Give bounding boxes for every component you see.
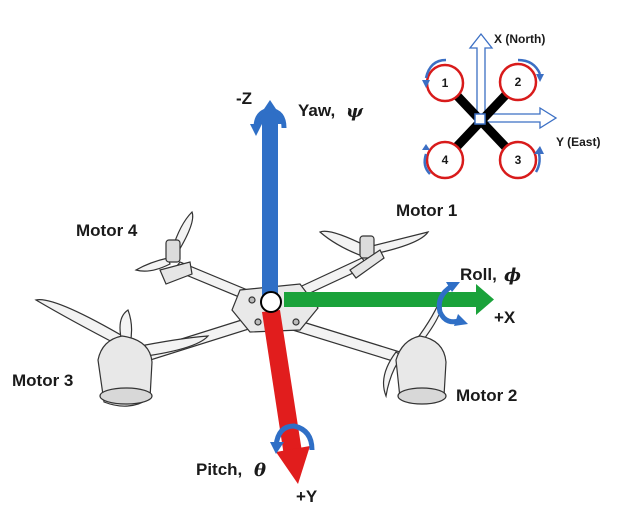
z-axis-shaft xyxy=(262,122,278,302)
rotor-3-number: 3 xyxy=(515,153,522,167)
roll-rotation-arrow xyxy=(436,283,463,325)
x-axis-arrowhead xyxy=(476,284,494,315)
yaw-axis xyxy=(250,100,287,302)
east-label: Y (East) xyxy=(556,135,600,149)
rotor-3: 3 xyxy=(498,140,544,180)
pitch-rotation-arrow xyxy=(273,423,315,451)
top-view-inset: X (North) Y (East) 1 2 3 xyxy=(422,32,600,180)
rotor-4-number: 4 xyxy=(442,153,449,167)
rotor-2-number: 2 xyxy=(515,75,522,89)
rotor-1-number: 1 xyxy=(442,76,449,90)
origin-point xyxy=(260,291,282,313)
pitch-symbol: θ xyxy=(254,460,266,481)
z-axis-label: -Z xyxy=(236,89,252,108)
motor-2-assembly xyxy=(383,298,447,405)
x-axis-label: +X xyxy=(494,308,516,327)
rotor-2: 2 xyxy=(498,58,544,102)
motor-2-label: Motor 2 xyxy=(456,386,517,405)
pitch-axis xyxy=(262,310,315,484)
yaw-rotation-arrow xyxy=(253,107,287,129)
y-axis-label: +Y xyxy=(296,487,318,506)
roll-label: Roll, xyxy=(460,265,497,284)
motor-3-assembly xyxy=(34,299,210,407)
motor-3-label: Motor 3 xyxy=(12,371,73,390)
north-label: X (North) xyxy=(494,32,545,46)
y-axis-shaft xyxy=(262,310,302,456)
pitch-label: Pitch, xyxy=(196,460,242,479)
x-axis-shaft xyxy=(284,292,478,307)
north-arrow xyxy=(468,32,494,118)
rotor-1: 1 xyxy=(422,58,465,103)
y-axis-arrowhead xyxy=(276,446,310,484)
rotor-4: 4 xyxy=(422,140,465,180)
quadcopter-drawing xyxy=(34,210,447,407)
inset-center-box xyxy=(474,113,486,125)
yaw-symbol: ψ xyxy=(346,101,364,122)
motor-4-label: Motor 4 xyxy=(76,221,138,240)
motor-1-assembly xyxy=(318,230,430,279)
roll-symbol: ϕ xyxy=(504,265,521,286)
motor-4-assembly xyxy=(134,210,194,285)
east-arrow xyxy=(486,106,558,130)
motor-1-label: Motor 1 xyxy=(396,201,457,220)
yaw-label: Yaw, xyxy=(298,101,335,120)
roll-axis xyxy=(284,282,494,326)
